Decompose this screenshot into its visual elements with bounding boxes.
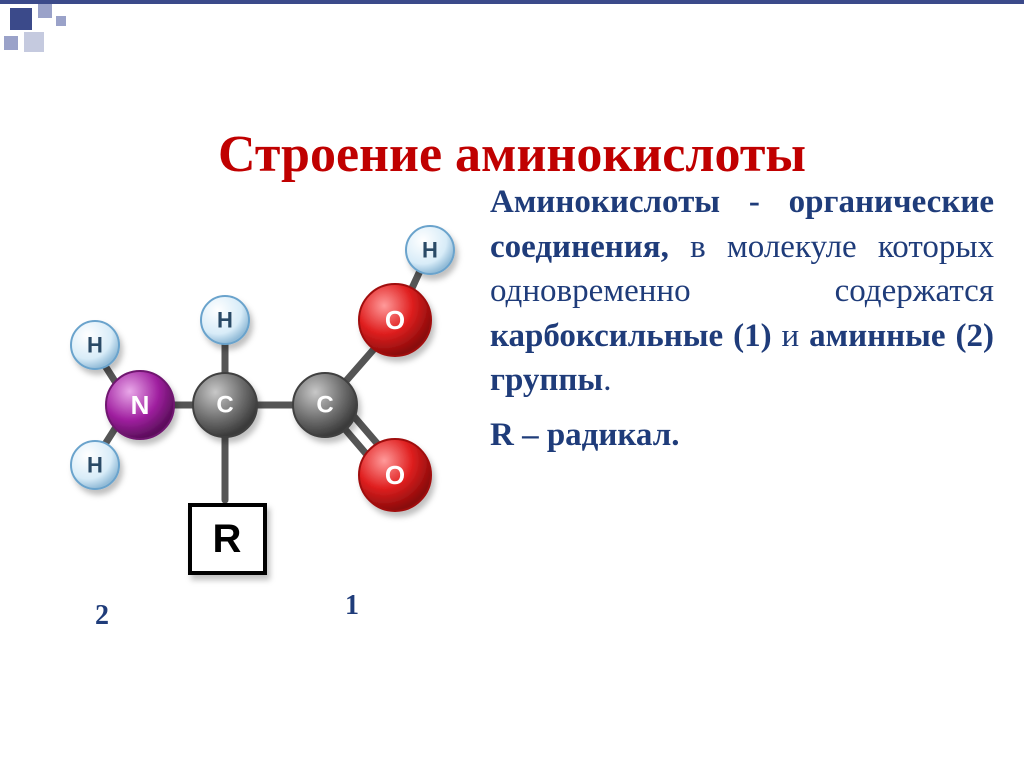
definition-paragraph: Аминокислоты - органические соединения, … xyxy=(490,180,994,403)
group-marker-1: 1 xyxy=(345,590,359,622)
def-period: . xyxy=(603,362,611,398)
label-n: N xyxy=(131,390,150,420)
radical-line: R – радикал. xyxy=(490,413,994,458)
def-and: и xyxy=(782,318,800,354)
text-column: Аминокислоты - органические соединения, … xyxy=(480,170,994,737)
label-h: H xyxy=(87,333,103,358)
group-marker-2: 2 xyxy=(95,600,109,632)
label-c: C xyxy=(216,392,233,419)
slide: Строение аминокислоты xyxy=(0,0,1024,767)
molecule-diagram: H H N H C C O O H R xyxy=(40,190,480,590)
top-border xyxy=(0,0,1024,4)
label-h: H xyxy=(217,308,233,333)
label-o: O xyxy=(385,460,405,490)
label-h: H xyxy=(87,453,103,478)
corner-decoration xyxy=(0,0,120,70)
label-r: R xyxy=(213,517,242,561)
content-area: H H N H C C O O H R 2 1 Аминокислоты - о… xyxy=(40,170,994,737)
diagram-column: H H N H C C O O H R 2 1 xyxy=(40,170,480,737)
label-o: O xyxy=(385,305,405,335)
label-h: H xyxy=(422,238,438,263)
label-c: C xyxy=(316,392,333,419)
def-groups: карбоксильные (1) xyxy=(490,318,782,354)
